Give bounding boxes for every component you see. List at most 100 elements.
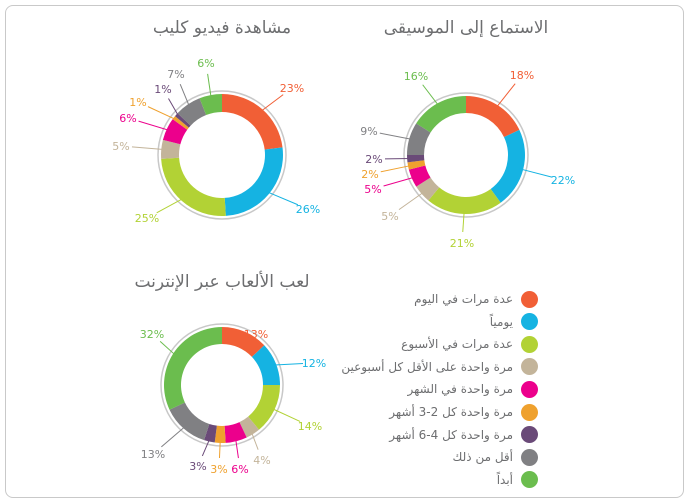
legend-label: عدة مرات في اليوم (414, 292, 513, 306)
legend-label: يومياً (489, 314, 513, 329)
donut-slice (408, 165, 431, 187)
legend-label: مرة واحدة كل 2-3 أشهر (389, 405, 513, 419)
slice-label: 22% (551, 174, 575, 187)
donut-slice (162, 119, 188, 145)
donut-slice (222, 94, 283, 150)
donut-slice (224, 422, 247, 443)
slice-label: 16% (404, 70, 428, 83)
legend-item: عدة مرات في الأسبوع (401, 334, 538, 354)
leader-line (156, 197, 185, 214)
leader-line (147, 106, 178, 121)
leader-line (218, 438, 221, 459)
legend-label: مرة واحدة في الشهر (407, 382, 514, 397)
slice-label: 26% (296, 203, 320, 216)
slice-label: 7% (167, 68, 184, 81)
legend-item: عدة مرات في اليوم (414, 289, 538, 309)
leader-line (168, 98, 180, 118)
slice-label: 2% (361, 168, 378, 181)
slice-label: 5% (364, 183, 381, 196)
slice-label: 1% (154, 83, 171, 96)
legend-item: أقل من ذلك (453, 447, 538, 467)
donut-slice (222, 327, 265, 357)
slice-label: 9% (360, 125, 377, 138)
donut-slice (248, 385, 280, 430)
donut-slice (239, 416, 259, 438)
chart-title-video: مشاهدة فيديو كليب (152, 18, 292, 38)
legend-item: أبداً (497, 470, 538, 490)
leader-line (265, 190, 299, 206)
leader-line (131, 146, 166, 151)
legend-label: أقل من ذلك (452, 450, 513, 465)
slice-label: 18% (510, 69, 534, 82)
slice-label: 23% (280, 82, 304, 95)
legend-label: مرة واحدة على الأقل كل أسبوعين (341, 359, 513, 374)
chart-title-music: الاستماع إلى الموسيقى (383, 18, 549, 38)
donut-slice (251, 345, 280, 385)
donut-outline (157, 90, 287, 220)
legend-item: يومياً (490, 312, 538, 332)
slice-label: 3% (210, 463, 227, 476)
legend-label: مرة واحدة كل 4-6 أشهر (389, 427, 513, 442)
leader-line (201, 437, 211, 457)
legend-label: أبداً (496, 472, 513, 487)
donut-slice (169, 402, 210, 441)
donut-slice (224, 147, 283, 216)
donut-outline (160, 323, 284, 447)
legend-swatch (521, 313, 538, 331)
leader-line (383, 176, 416, 187)
slice-label: 14% (298, 420, 322, 433)
donut-slice (416, 96, 466, 133)
donut-slice (199, 94, 222, 116)
legend-swatch (521, 403, 538, 421)
legend-swatch (521, 358, 538, 376)
slice-label: 25% (135, 212, 159, 225)
legend-item: مرة واحدة على الأقل كل أسبوعين (341, 357, 538, 377)
leader-line (398, 190, 426, 211)
donut-slice (407, 160, 426, 170)
donut-slice (204, 423, 217, 443)
donut-slice (416, 177, 440, 201)
donut-slice (161, 139, 181, 159)
leader-line (422, 84, 440, 108)
donut-slice (177, 98, 207, 126)
leader-line (495, 83, 516, 109)
slice-label: 32% (140, 328, 164, 341)
legend-swatch (521, 426, 538, 444)
donut-slice (428, 187, 501, 215)
leader-line (250, 430, 259, 450)
legend-label: عدة مرات في الأسبوع (401, 337, 513, 352)
slice-label: 6% (119, 112, 136, 125)
legend-swatch (521, 290, 538, 308)
legend-item: مرة واحدة كل 4-6 أشهر (389, 425, 538, 445)
donut-slice (214, 425, 226, 444)
legend-swatch (521, 335, 538, 353)
donut-slice (407, 123, 431, 155)
leader-line (259, 94, 284, 113)
leader-line (161, 425, 187, 448)
legend-swatch (521, 380, 538, 398)
donut-slice (466, 96, 520, 138)
leader-line (379, 132, 414, 141)
legend-item: مرة واحدة في الشهر (407, 379, 538, 399)
donut-slice (163, 327, 222, 410)
leader-line (272, 363, 304, 366)
slice-label: 3% (189, 460, 206, 473)
slice-label: 6% (231, 463, 248, 476)
leader-line (380, 164, 413, 173)
slice-label: 2% (365, 153, 382, 166)
donut-slice (161, 157, 226, 216)
slice-label: 13% (244, 328, 268, 341)
slice-label: 4% (253, 454, 270, 467)
legend-swatch (521, 471, 538, 489)
slice-label: 12% (302, 357, 326, 370)
donut-outline (403, 92, 529, 218)
slice-label: 5% (381, 210, 398, 223)
leader-line (234, 437, 239, 459)
leader-line (138, 120, 171, 132)
slice-label: 6% (197, 57, 214, 70)
slice-label: 13% (141, 448, 165, 461)
legend-swatch (521, 448, 538, 466)
leader-line (179, 83, 191, 109)
slice-label: 21% (450, 237, 474, 250)
